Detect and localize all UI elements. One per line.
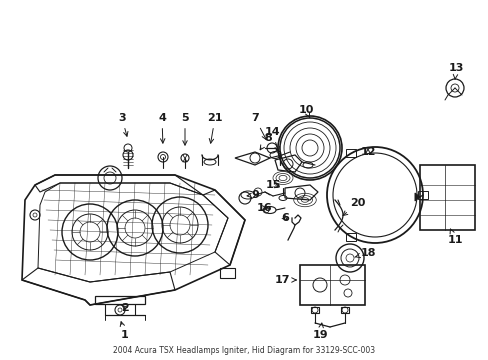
- Text: 7: 7: [251, 113, 265, 140]
- Text: 2004 Acura TSX Headlamps Igniter, Hid Diagram for 33129-SCC-003: 2004 Acura TSX Headlamps Igniter, Hid Di…: [113, 346, 375, 355]
- Text: 16: 16: [257, 203, 272, 213]
- Text: 14: 14: [264, 127, 279, 151]
- Text: 17: 17: [274, 275, 296, 285]
- Text: 12: 12: [360, 147, 375, 157]
- Bar: [220, 268, 235, 278]
- Bar: [346, 149, 355, 157]
- Text: 8: 8: [260, 133, 271, 150]
- Text: 18: 18: [354, 248, 375, 258]
- Bar: [299, 265, 364, 305]
- Bar: [417, 191, 427, 199]
- Text: 11: 11: [447, 229, 462, 245]
- Text: 3: 3: [118, 113, 128, 136]
- Text: 20: 20: [342, 198, 365, 216]
- Text: 1: 1: [120, 322, 129, 340]
- Text: 15: 15: [265, 180, 280, 190]
- Bar: [340, 307, 348, 313]
- Text: 6: 6: [281, 213, 288, 223]
- Text: 19: 19: [311, 323, 327, 340]
- Circle shape: [312, 278, 326, 292]
- Text: 9: 9: [246, 190, 259, 200]
- Text: 13: 13: [447, 63, 463, 79]
- Text: 5: 5: [181, 113, 188, 145]
- Text: 21: 21: [207, 113, 223, 143]
- Bar: [419, 165, 474, 230]
- Bar: [310, 307, 318, 313]
- Text: 4: 4: [158, 113, 165, 143]
- Circle shape: [339, 275, 349, 285]
- Bar: [95, 296, 145, 304]
- Text: 10: 10: [298, 105, 313, 118]
- Text: 2: 2: [121, 303, 129, 313]
- Bar: [346, 233, 355, 240]
- Polygon shape: [414, 193, 419, 201]
